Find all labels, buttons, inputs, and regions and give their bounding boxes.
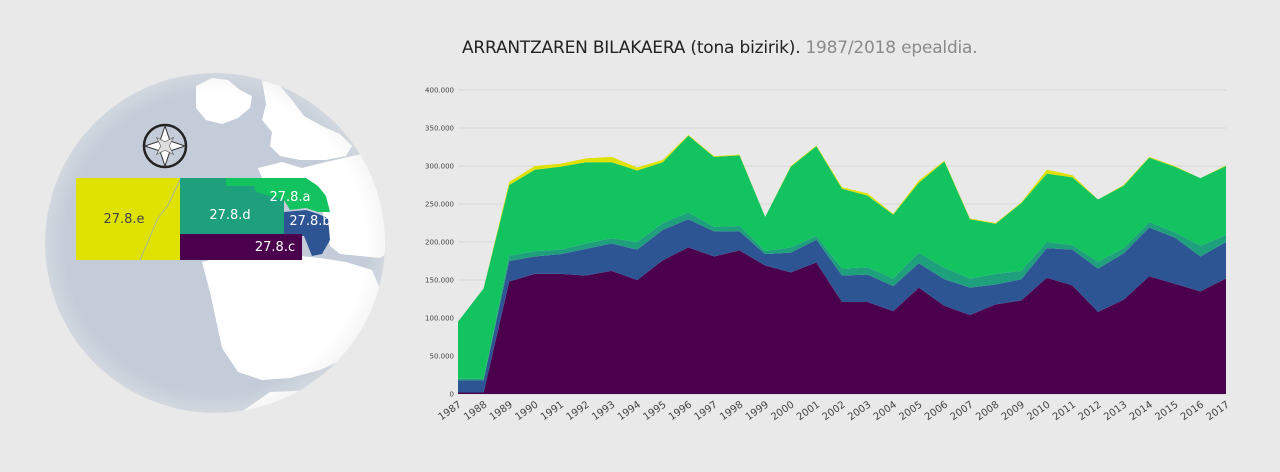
y-tick-label: 250.000 (425, 201, 454, 209)
x-tick-label-1999: 1999 (744, 399, 771, 423)
x-tick-label-1998: 1998 (718, 399, 745, 423)
x-tick-label-1994: 1994 (616, 399, 643, 423)
zone-label-27-8-e: 27.8.e (103, 212, 144, 227)
x-tick-label-2017: 2017 (1205, 399, 1232, 423)
x-tick-label-2015: 2015 (1153, 399, 1180, 423)
globe-fade (45, 73, 385, 413)
x-tick-label-2005: 2005 (897, 399, 924, 423)
zone-label-27-8-b: 27.8.b (289, 214, 330, 229)
x-tick-label-2003: 2003 (846, 399, 873, 423)
x-tick-label-1989: 1989 (488, 399, 515, 423)
y-tick-label: 200.000 (425, 239, 454, 247)
y-axis: 0 50.000 100.000 150.000 200.000 250.000 300.0… (425, 87, 454, 399)
x-tick-label-1993: 1993 (590, 399, 617, 423)
x-tick-label-2006: 2006 (923, 399, 950, 423)
chart-areas (458, 134, 1226, 394)
area-series-1 (458, 247, 1226, 394)
x-tick-label-1996: 1996 (667, 399, 694, 423)
y-tick-label: 0 (450, 391, 454, 399)
x-tick-label-2010: 2010 (1025, 399, 1052, 423)
chart-title: ARRANTZAREN BILAKAERA (tona bizirik). 198… (462, 38, 978, 58)
x-tick-label-2001: 2001 (795, 399, 822, 423)
x-tick-label-1990: 1990 (513, 399, 540, 423)
x-tick-label-1991: 1991 (539, 399, 566, 423)
fishing-zones-map: 27.8.e 27.8.d 27.8.a 27.8.b 27.8.c (45, 73, 385, 413)
x-tick-label-2002: 2002 (821, 399, 848, 423)
y-tick-label: 150.000 (425, 277, 454, 285)
x-tick-label-2014: 2014 (1128, 399, 1155, 423)
stacked-area-chart: 0 50.000 100.000 150.000 200.000 250.000 300.0… (425, 87, 1232, 424)
x-tick-label-1988: 1988 (462, 399, 489, 423)
x-tick-label-2007: 2007 (949, 399, 976, 423)
x-tick-label-1995: 1995 (641, 399, 668, 423)
x-tick-label-1987: 1987 (437, 399, 464, 423)
x-tick-label-2008: 2008 (974, 399, 1001, 423)
x-tick-label-2016: 2016 (1179, 399, 1206, 423)
y-tick-label: 400.000 (425, 87, 454, 95)
x-tick-label-2013: 2013 (1102, 399, 1129, 423)
x-tick-label-2012: 2012 (1077, 399, 1104, 423)
compass-rose-icon (142, 123, 188, 169)
chart-title-main: ARRANTZAREN BILAKAERA (tona bizirik). (462, 38, 801, 58)
zone-label-27-8-a: 27.8.a (269, 190, 310, 205)
y-tick-label: 300.000 (425, 163, 454, 171)
x-tick-label-2009: 2009 (1000, 399, 1027, 423)
zone-label-27-8-d: 27.8.d (209, 208, 250, 223)
x-axis: 1987198819891990199119921993199419951996… (437, 399, 1232, 423)
y-tick-label: 350.000 (425, 125, 454, 133)
y-tick-label: 50.000 (430, 353, 455, 361)
x-tick-label-2011: 2011 (1051, 399, 1078, 423)
x-tick-label-2000: 2000 (769, 399, 796, 423)
zone-label-27-8-c: 27.8.c (255, 240, 295, 255)
area-series-2 (458, 219, 1226, 393)
x-tick-label-1997: 1997 (693, 399, 720, 423)
area-series-4 (458, 135, 1226, 379)
y-tick-label: 100.000 (425, 315, 454, 323)
chart-title-period: 1987/2018 epealdia. (805, 38, 978, 58)
x-tick-label-1992: 1992 (565, 399, 592, 423)
x-tick-label-2004: 2004 (872, 399, 899, 423)
